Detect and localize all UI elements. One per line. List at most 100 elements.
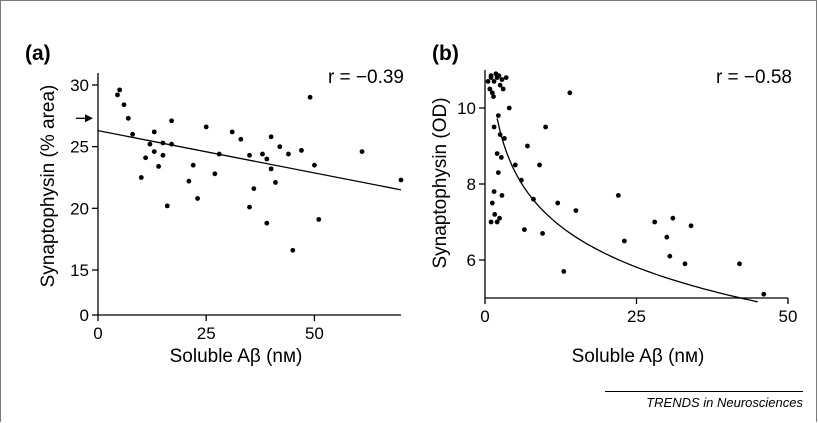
panel-b-data-point xyxy=(496,73,502,79)
panel-a-data-point xyxy=(151,129,157,135)
panel-b-data-point xyxy=(664,234,670,240)
panel-a-x-tick-label: 0 xyxy=(93,324,102,343)
panel-a-data-point xyxy=(264,220,270,226)
panel-b-data-point xyxy=(573,208,579,214)
panel-a-label: (a) xyxy=(25,42,51,65)
panel-a-data-point xyxy=(316,217,322,222)
panel-b-data-point xyxy=(615,193,621,198)
panel-a-data-point xyxy=(138,175,144,180)
panel-a-data-point xyxy=(264,156,270,162)
panel-a-data-point xyxy=(286,151,291,157)
panel-a-r-value: r = −0.39 xyxy=(328,67,404,88)
panel-b-data-point xyxy=(500,86,506,92)
panel-a-data-point xyxy=(216,151,222,157)
panel-a-data-point xyxy=(247,204,252,210)
panel-b-data-point xyxy=(498,155,504,160)
panel-b-data-point xyxy=(506,105,512,111)
panel-b-data-point xyxy=(688,223,694,229)
panel-b-data-point xyxy=(521,227,527,233)
panel-a-data-point xyxy=(312,162,317,168)
panel-a-y-tick-label: 30 xyxy=(70,76,89,95)
panel-b-data-point xyxy=(761,291,767,297)
panel-b-data-point xyxy=(497,82,503,88)
panel-b-data-point xyxy=(682,261,688,267)
panel-a-data-point xyxy=(299,147,304,153)
panel-b-y-tick-label: 8 xyxy=(467,175,476,194)
panel-b-y-axis-title: Synaptophysin (OD) xyxy=(430,97,451,268)
panel-a-data-point xyxy=(121,102,127,108)
panel-b-data-point xyxy=(555,200,561,206)
panel-a-data-point xyxy=(186,178,192,184)
panel-a-data-point xyxy=(164,203,170,209)
panel-a-data-point xyxy=(290,247,296,253)
panel-b-x-axis-title: Soluble Aβ (nᴍ) xyxy=(572,346,705,367)
panel-b-r-value: r = −0.58 xyxy=(716,67,792,88)
panel-b-data-point xyxy=(512,162,518,168)
panel-b-data-point xyxy=(503,75,509,80)
panel-b-x-tick-label: 0 xyxy=(480,307,489,326)
panel-a-y-tick-label: 15 xyxy=(70,261,89,280)
panel-a-data-point xyxy=(359,149,365,155)
panel-a-y-tick-label: 0 xyxy=(80,306,89,325)
panel-a-data-point xyxy=(169,118,174,124)
panel-b-data-point xyxy=(485,79,491,84)
panel-b-y-tick-label: 10 xyxy=(457,99,476,118)
panel-a-data-point xyxy=(125,115,131,121)
panel-b-data-point xyxy=(495,113,501,118)
panel-a-y-axis-title: Synaptophysin (% area) xyxy=(38,85,59,288)
panel-b-data-point xyxy=(494,219,500,225)
panel-b-data-point xyxy=(667,253,673,259)
panel-b-data-point xyxy=(652,219,658,225)
panel-b-data-point xyxy=(488,73,494,79)
panel-a-x-tick-label: 25 xyxy=(197,324,216,343)
panel-a-y-tick-label: 25 xyxy=(70,138,89,157)
panel-a-data-point xyxy=(195,196,200,201)
panel-a-data-point xyxy=(398,177,404,183)
panel-b-data-point xyxy=(540,231,545,236)
panel-b-data-point xyxy=(670,215,676,221)
panel-b-data-point xyxy=(491,94,496,99)
panel-a-data-point xyxy=(169,141,174,147)
panel-a-data-point xyxy=(160,152,166,158)
panel-a-fit-line xyxy=(97,129,402,191)
panel-a-data-point xyxy=(156,164,162,169)
panel-a-data-point xyxy=(307,94,313,100)
panel-a-data-point xyxy=(268,134,274,140)
panel-b-data-point xyxy=(501,136,507,141)
panel-a-data-point xyxy=(203,124,209,130)
panel-a-data-point xyxy=(260,151,265,157)
panel-a-x-tick-label: 50 xyxy=(305,324,324,343)
panel-b-x-tick-label: 25 xyxy=(627,307,646,326)
panel-b-data-point xyxy=(492,212,498,217)
panel-b-data-point xyxy=(487,86,493,92)
panel-a-data-point xyxy=(130,131,136,137)
panel-a-data-point xyxy=(247,152,252,158)
panel-b-label: (b) xyxy=(432,42,459,65)
credit-rule xyxy=(605,391,803,392)
panel-a-data-point xyxy=(251,186,257,192)
panel-b-data-point xyxy=(499,193,505,198)
credit-block: TRENDS in Neurosciences xyxy=(605,391,805,410)
panel-a-data-point xyxy=(268,166,274,172)
panel-a-data-point xyxy=(238,136,244,142)
panel-b-y-tick-label: 6 xyxy=(467,251,476,270)
panel-a-data-point xyxy=(115,92,120,98)
panel-b-data-point xyxy=(525,143,530,149)
panel-b-data-point xyxy=(518,177,524,183)
panel-a-plot: 0 15 20 25 30 0 25 50 xyxy=(70,73,404,343)
credit-text: TRENDS in Neurosciences xyxy=(646,395,803,410)
panel-b-data-point xyxy=(561,269,567,274)
panel-b-data-point xyxy=(621,238,627,244)
panel-b-data-point xyxy=(567,90,573,96)
panel-b-data-point xyxy=(491,79,497,84)
panel-a-y-tick-label: 20 xyxy=(70,199,89,218)
panel-b-data-point xyxy=(537,162,542,168)
panel-b-data-point xyxy=(489,200,495,206)
panel-b-data-point xyxy=(495,170,501,176)
panel-a-data-point xyxy=(277,144,283,150)
panel-a-data-point xyxy=(160,140,166,146)
panel-a-data-point xyxy=(212,171,218,177)
panel-a-data-point xyxy=(143,155,149,161)
